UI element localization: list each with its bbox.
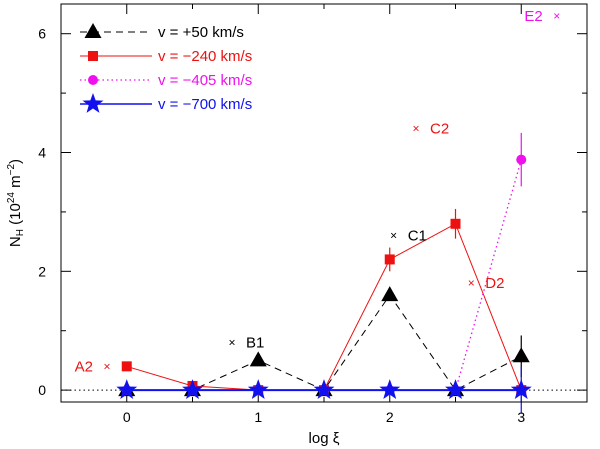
series-3 [116, 366, 532, 414]
data-point [512, 347, 530, 363]
data-point [445, 379, 466, 400]
y-label-units2: m [7, 175, 24, 192]
y-label-close: ) [7, 159, 24, 164]
legend-entry: v = −240 km/s [158, 48, 252, 65]
y-label-sub: H [15, 229, 26, 236]
series-line [126, 159, 522, 391]
annotation-marker: × [413, 122, 420, 136]
annotation-label: D2 [485, 275, 504, 292]
plot-frame [60, 3, 588, 403]
series-line [126, 294, 522, 391]
data-point [384, 254, 395, 265]
data-point [249, 351, 267, 367]
legend-entry: v = −700 km/s [158, 96, 252, 113]
x-tick-label: 1 [254, 409, 262, 425]
legend-marker [88, 51, 98, 61]
annotation-marker: × [468, 276, 475, 290]
data-point [121, 361, 132, 372]
legend-marker [84, 23, 102, 38]
x-axis-label: log ξ [309, 430, 340, 447]
y-label-main: N [7, 236, 24, 247]
data-point [516, 154, 527, 165]
annotation-marker: × [104, 359, 111, 373]
data-point [510, 379, 532, 400]
y-tick-label: 6 [38, 26, 46, 42]
data-point [116, 379, 138, 400]
data-point [381, 286, 399, 302]
series-group [116, 132, 532, 414]
y-label-exp: 24 [6, 192, 17, 204]
y-label-units: (10 [7, 203, 24, 229]
series-1 [121, 208, 527, 396]
annotation-label: E2 [524, 8, 542, 25]
annotation-label: A2 [75, 358, 93, 375]
annotations: × A2 × B1 × C1 × C2 × D2 × E2 [75, 8, 561, 375]
series-2 [121, 132, 527, 396]
x-tick-label: 0 [123, 409, 131, 425]
data-point [379, 379, 401, 400]
annotation-label: C1 [408, 228, 427, 245]
y-label-exp2: −2 [6, 163, 17, 175]
legend-entry: v = +50 km/s [158, 24, 244, 41]
data-point [450, 218, 461, 229]
legend-entry: v = −405 km/s [158, 72, 252, 89]
annotation-marker: × [553, 9, 560, 23]
legend: v = +50 km/s v = −240 km/s v = −405 km/s v … [80, 23, 252, 113]
data-point [313, 379, 335, 400]
y-axis-label: NH (1024 m−2) [6, 159, 26, 247]
axis-ticks: 0 1 2 3 0 2 4 6 [38, 4, 588, 425]
x-tick-label: 2 [386, 409, 394, 425]
annotation-marker: × [228, 336, 235, 350]
annotation-label: C2 [430, 121, 449, 138]
y-tick-label: 0 [38, 382, 46, 398]
data-point [247, 379, 269, 400]
y-tick-label: 2 [38, 263, 46, 279]
data-point [182, 379, 203, 400]
legend-marker [82, 93, 104, 113]
annotation-label: B1 [246, 335, 264, 352]
series-line [126, 223, 522, 391]
legend-marker [88, 75, 98, 85]
y-tick-label: 4 [38, 145, 46, 161]
annotation-marker: × [390, 229, 397, 243]
x-tick-label: 3 [517, 409, 525, 425]
